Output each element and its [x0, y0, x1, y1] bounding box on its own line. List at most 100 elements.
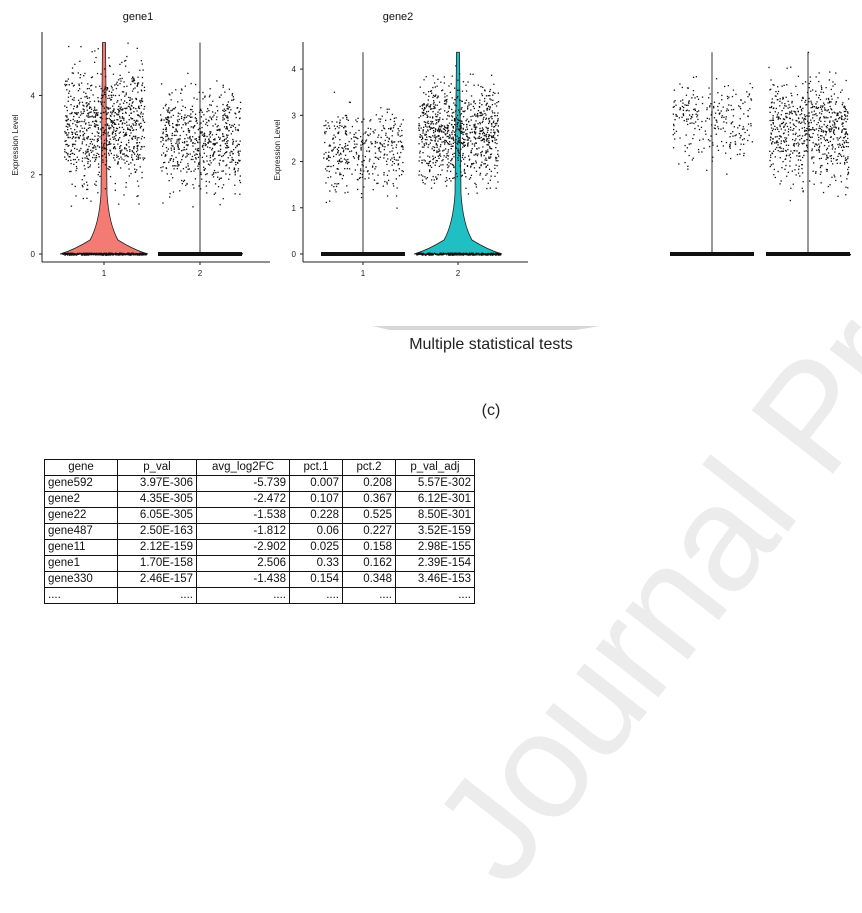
data-point	[226, 115, 228, 117]
data-point	[374, 146, 376, 148]
data-point	[68, 252, 71, 255]
data-point	[100, 103, 103, 106]
data-point	[72, 85, 75, 87]
table-cell: gene22	[44, 507, 118, 524]
data-point	[483, 100, 486, 102]
data-point	[727, 109, 730, 111]
data-point	[219, 129, 221, 132]
data-point	[841, 89, 843, 91]
data-point	[175, 253, 178, 255]
table-cell: 2.98E-155	[395, 539, 475, 556]
data-point	[167, 109, 170, 111]
data-point	[482, 131, 485, 133]
data-point	[328, 156, 330, 158]
data-point	[186, 182, 188, 185]
data-point	[455, 117, 458, 119]
data-point	[421, 138, 423, 141]
data-point	[725, 122, 728, 124]
data-point	[843, 110, 845, 113]
data-point	[781, 85, 783, 87]
data-point	[93, 144, 96, 147]
data-point	[94, 50, 96, 52]
data-point	[93, 146, 95, 148]
data-point	[108, 166, 110, 168]
data-point	[121, 61, 123, 64]
data-point	[819, 98, 822, 101]
data-point	[780, 140, 782, 142]
data-point	[778, 116, 780, 118]
data-point	[496, 115, 498, 117]
data-point	[828, 111, 830, 114]
data-point	[822, 254, 824, 256]
data-point	[171, 109, 173, 111]
data-point	[235, 146, 237, 149]
data-point	[796, 108, 799, 110]
data-point	[395, 159, 397, 161]
data-point	[74, 185, 76, 188]
data-point	[489, 98, 491, 100]
data-point	[772, 150, 775, 152]
data-point	[485, 114, 487, 116]
data-point	[448, 85, 450, 87]
data-point	[392, 161, 394, 163]
data-point	[688, 154, 690, 157]
data-point	[808, 252, 810, 254]
data-point	[107, 112, 109, 114]
data-point	[129, 253, 131, 255]
data-point	[130, 126, 132, 128]
data-point	[435, 161, 437, 164]
data-point	[432, 254, 434, 256]
data-point	[165, 146, 168, 149]
data-point	[436, 254, 438, 256]
data-point	[90, 151, 93, 153]
data-point	[696, 111, 698, 113]
table-cell: 6.05E-305	[117, 507, 197, 524]
data-point	[71, 111, 73, 114]
data-point	[846, 253, 848, 256]
data-point	[165, 103, 167, 106]
data-point	[134, 82, 136, 85]
data-point	[739, 137, 741, 139]
data-point	[169, 158, 171, 160]
data-point	[453, 254, 455, 256]
data-point	[114, 159, 116, 161]
data-point	[219, 137, 221, 139]
data-point	[160, 136, 162, 139]
data-point	[803, 254, 805, 256]
data-point	[445, 127, 447, 129]
data-point	[342, 151, 345, 153]
data-point	[675, 115, 677, 117]
data-point	[195, 120, 197, 122]
data-point	[380, 107, 382, 109]
data-point	[720, 110, 722, 112]
data-point	[340, 153, 342, 155]
data-point	[784, 124, 786, 126]
data-point	[183, 252, 185, 254]
data-point	[126, 155, 128, 157]
data-point	[187, 122, 189, 124]
data-point	[803, 117, 805, 120]
data-point	[809, 80, 812, 83]
data-point	[124, 148, 126, 150]
data-point	[208, 134, 211, 136]
data-point	[386, 154, 388, 156]
data-point	[337, 116, 339, 118]
data-point	[841, 122, 844, 124]
data-point	[140, 254, 142, 256]
data-point	[377, 182, 379, 184]
data-point	[438, 154, 441, 156]
data-point	[387, 140, 390, 143]
data-point	[166, 150, 168, 152]
data-point	[93, 123, 96, 125]
data-point	[846, 118, 849, 120]
data-point	[397, 163, 400, 165]
data-point	[837, 97, 839, 99]
data-point	[217, 176, 219, 178]
data-point	[117, 119, 119, 121]
data-point	[797, 172, 800, 174]
data-point	[694, 127, 696, 130]
data-point	[805, 104, 807, 106]
data-point	[187, 252, 189, 255]
data-point	[332, 149, 334, 151]
data-point	[71, 143, 74, 145]
